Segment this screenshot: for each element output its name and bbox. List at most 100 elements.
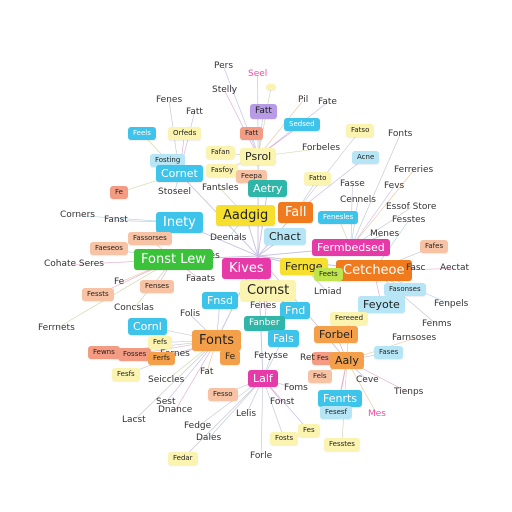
node-fe2: Fe [114,277,125,287]
edge-lacst [133,340,217,421]
node-fanst: Fanst [104,215,128,225]
node-fatso: Fatso [346,124,375,137]
node-fenesles: Fenesles [318,211,359,224]
edge-pil [257,100,304,157]
node-lacst: Lacst [122,415,146,425]
node-fatto: Fatto [304,172,332,185]
edge-ferreries [350,170,414,248]
node-fnsd: Fnsd [202,292,239,309]
node-dales: Dales [196,433,222,443]
node-fermbedsed: Fermbedsed [312,239,390,256]
node-fasse: Fasse [340,179,365,189]
edge-stelly [224,90,259,157]
edge-fedar [182,378,264,459]
node-chact: Chact [264,228,306,245]
node-fenes2: Fenes [250,301,277,311]
node-faaats: Faaats [186,274,216,284]
node-fes2: Fes [298,424,320,437]
node-ferreries: Ferreries [394,165,434,175]
edge-dales [208,378,264,439]
edge-forle [260,378,264,457]
node-feepa: Feepa [236,170,267,183]
node-seiccles: Seiccles [148,375,185,385]
node-fnd: Fnd [280,302,311,319]
node-corners: Corners [60,210,95,220]
node-fenrts: Fenrts [318,390,363,407]
node-fat: Fat [200,367,214,377]
node-fels: Fels [308,370,332,383]
edge-pers [223,66,259,157]
node-fate: Fate [318,97,337,107]
node-stoseel: Stoseel [158,187,192,197]
node-fasfoy: Fasfoy [206,164,239,177]
node-fonst: Fonst Lew [134,249,213,270]
node-fereeed: Fereeed [330,312,369,325]
node-fe3: Fe [220,350,241,365]
node-cornl: Cornl [128,318,167,335]
node-fesstes: Fesstes [392,215,426,225]
node-fessts: Fessts [82,288,114,301]
node-fedge: Fedge [184,421,212,431]
node-seel: Seel [248,69,268,79]
node-fonts2: Fonts [192,330,242,351]
node-aadgig: Aadgig [216,205,276,226]
node-fanber: Fanber [244,316,285,331]
node-fes: Fes [312,352,334,365]
node-psrol: Psrol [240,148,277,165]
node-forbeles: Forbeles [302,143,341,153]
node-sedsed: Sedsed [284,118,320,131]
node-fenms: Fenms [422,319,452,329]
node-aetry: Aetry [248,180,288,197]
node-fall: Fall [278,202,314,223]
node-fewns: Fewns [88,346,120,359]
node-menes: Menes [370,229,400,239]
node-cornst: Cornst [240,280,297,301]
node-foms: Foms [284,383,308,393]
edge-fes2 [262,378,310,431]
node-lelis: Lelis [236,409,257,419]
edge-fonts [350,134,401,248]
node-fosts: Fosts [270,432,299,445]
node-ret: Ret [300,353,315,363]
node-deenals: Deenals [210,233,247,243]
node-fesfs: Fesfs [112,368,140,381]
node-cennels: Cennels [340,195,376,205]
edge-dnance [174,340,217,411]
node-fases: Fases [374,346,404,359]
node-f1: Fe [110,186,128,199]
node-fefs: Fefs [148,336,173,349]
node-orfeds: Orfeds [168,127,202,140]
node-mes: Mes [368,409,386,419]
node-fafes: Fafes [420,240,449,253]
node-fenpels: Fenpels [434,299,469,309]
node-fassorses: Fassorses [128,232,172,245]
node-folis: Folis [180,309,201,319]
node-feets: Feets [314,268,343,281]
node-ferrnets: Ferrnets [38,323,75,333]
node-cetcheoe: Cetcheoe [336,260,412,281]
node-fals: Fals [268,330,299,347]
node-fenes: Fenes [156,95,183,105]
node-aaly: Aaly [330,352,364,369]
node-acne: Acne [352,151,380,164]
node-aectat: Aectat [440,263,470,273]
node-ferfs: Ferfs [148,352,175,365]
node-cornet: Cornet [156,165,203,182]
edge-fevs [350,186,395,248]
node-fasc: Fasc [406,263,426,273]
node-fantsles: Fantsles [202,183,239,193]
node-forle: Forle [250,451,273,461]
node-purp1: Fatt [250,104,277,119]
node-fatt: Fatt [186,107,203,117]
node-fosting: Fosting [150,154,186,167]
node-dnance: Dnance [158,405,193,415]
node-fonst2: Fonst [270,397,295,407]
node-concslas: Concslas [114,303,154,313]
node-fedar: Fedar [168,452,198,465]
node-lalf: Lalf [248,370,278,387]
node-inety: Inety [156,212,203,233]
node-cohate: Cohate Seres [44,259,104,269]
node-fosses: Fosses [118,348,152,361]
node-feyote: Feyote [358,296,405,313]
